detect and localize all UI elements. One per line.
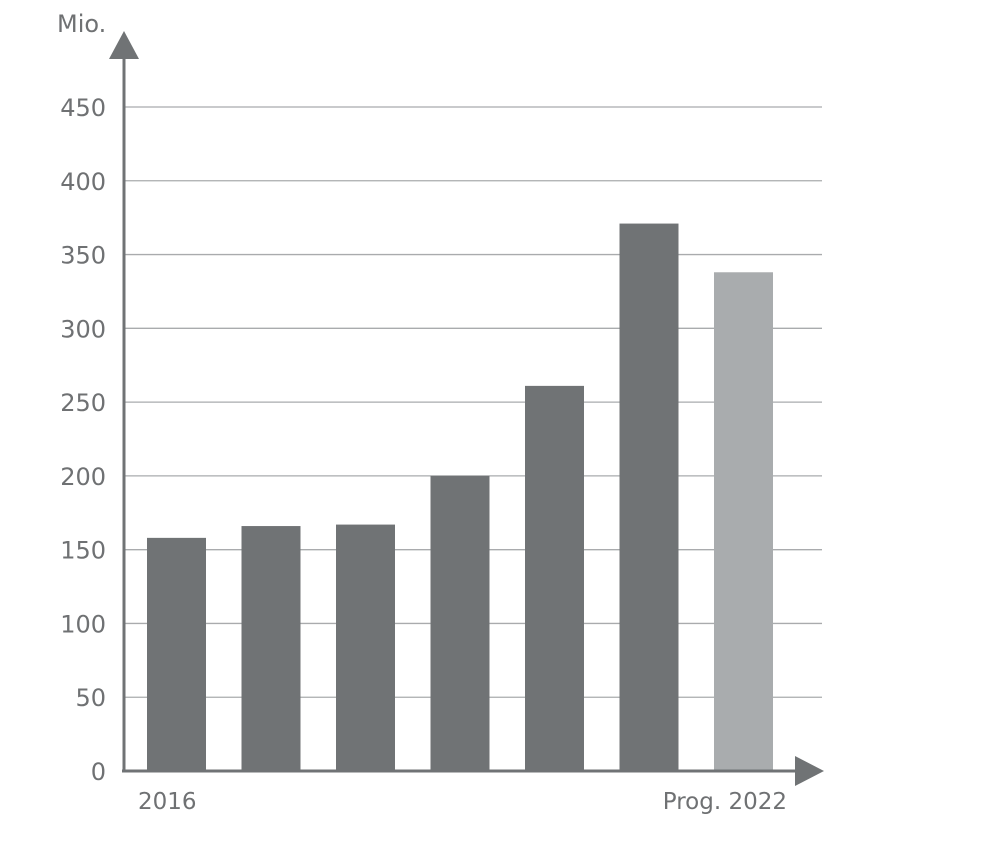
x-axis-arrow-icon bbox=[795, 756, 824, 786]
bar bbox=[525, 385, 584, 771]
y-tick-label: 400 bbox=[60, 168, 106, 196]
y-tick-label: 150 bbox=[60, 537, 106, 565]
bar bbox=[241, 526, 301, 771]
bar bbox=[147, 537, 206, 771]
axes bbox=[109, 31, 824, 786]
x-category-label: 2016 bbox=[138, 789, 197, 815]
bars bbox=[147, 223, 773, 771]
y-tick-label: 0 bbox=[91, 758, 106, 786]
y-tick-labels: 0 50 100 150 200 250 300 350 400 450 bbox=[60, 94, 106, 786]
y-tick-label: 450 bbox=[60, 94, 106, 122]
x-category-label: Prog. 2022 bbox=[663, 789, 787, 815]
y-tick-label: 50 bbox=[75, 684, 106, 712]
y-tick-label: 300 bbox=[60, 315, 106, 343]
y-tick-label: 350 bbox=[60, 242, 106, 270]
gridlines bbox=[124, 106, 822, 698]
bar bbox=[430, 475, 490, 771]
y-tick-label: 200 bbox=[60, 463, 106, 491]
bar bbox=[714, 272, 773, 771]
y-unit-label: Mio. bbox=[57, 10, 106, 38]
category-labels: 2016 Prog. 2022 bbox=[138, 789, 787, 815]
bar bbox=[336, 524, 395, 771]
bar bbox=[619, 223, 679, 771]
y-tick-label: 250 bbox=[60, 389, 106, 417]
y-tick-label: 100 bbox=[60, 610, 106, 638]
y-axis-arrow-icon bbox=[109, 31, 139, 59]
